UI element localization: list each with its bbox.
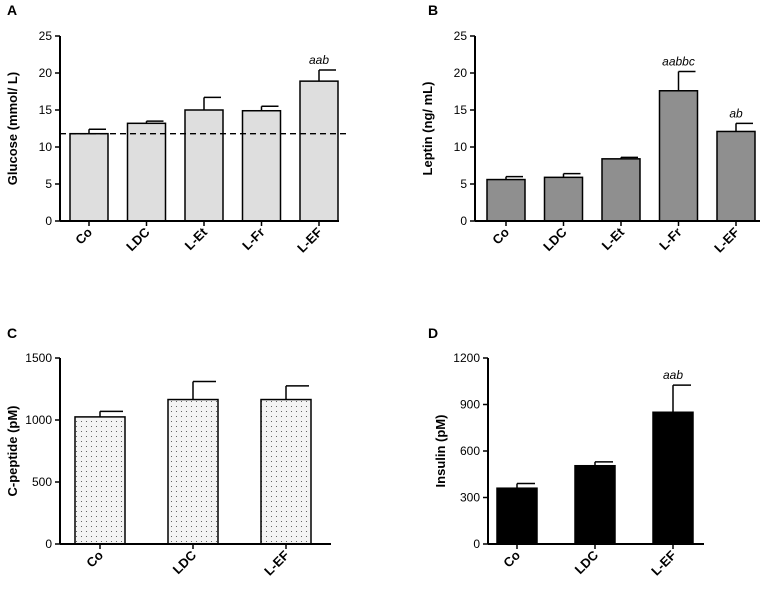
bar-l-ef <box>299 80 339 222</box>
panel-b: B Leptin (ng/ mL) Co LDC L-Et aabbc L-Fr ab L-EF… <box>420 2 760 256</box>
x-tick-label: Co <box>72 224 95 247</box>
x-tick-label: Co <box>500 547 523 570</box>
panel-label: C <box>7 325 17 341</box>
y-axis-label: Leptin (ng/ mL) <box>420 82 435 176</box>
y-tick-label: 15 <box>454 103 468 117</box>
y-tick-label: 300 <box>460 491 480 505</box>
y-tick-label: 1200 <box>453 351 480 365</box>
panel-label: A <box>7 2 17 18</box>
bar-ldc <box>543 176 584 222</box>
y-tick-label: 10 <box>454 140 468 154</box>
bar-l-et <box>184 109 224 222</box>
bar-ldc <box>574 464 616 545</box>
x-tick-label: L-EF <box>648 547 679 578</box>
y-axis-label: Insulin (pM) <box>433 415 448 488</box>
x-tick-label: LDC <box>572 547 602 577</box>
x-tick-label: L-Et <box>182 224 211 253</box>
panel-label: D <box>428 325 438 341</box>
x-tick-label: L-Fr <box>239 225 267 253</box>
y-tick-label: 900 <box>460 398 480 412</box>
bar-co <box>496 487 538 545</box>
y-axis-label: C-peptide (pM) <box>5 406 20 497</box>
y-tick-label: 5 <box>460 177 467 191</box>
x-tick-label: L-Et <box>599 224 628 253</box>
x-tick-label: Co <box>83 547 106 570</box>
y-tick-label: 1000 <box>25 413 52 427</box>
x-tick-label: LDC <box>170 547 200 577</box>
bar-co <box>486 178 526 222</box>
bar-co <box>69 132 109 222</box>
panel-a: A Glucose (mmol/ L) Co LDC L-Et L-Fr aab L-EF 0 5… <box>5 2 349 256</box>
y-tick-label: 600 <box>460 444 480 458</box>
x-tick-label: L-Fr <box>656 225 684 253</box>
panel-d: D Insulin (pM) Co LDC aab L-EF 0 300 600 900 1200 <box>428 325 704 579</box>
significance-annotation: aab <box>309 53 329 67</box>
y-tick-label: 20 <box>39 66 53 80</box>
y-tick-label: 5 <box>45 177 52 191</box>
y-tick-label: 20 <box>454 66 468 80</box>
x-tick-label: L-EF <box>294 224 325 255</box>
bar-l-fr <box>658 90 699 222</box>
bar-co <box>74 416 126 545</box>
bar-ldc <box>126 122 167 222</box>
y-tick-label: 0 <box>473 537 480 551</box>
x-tick-label: L-EF <box>261 547 292 578</box>
y-tick-label: 25 <box>39 29 53 43</box>
y-axis-label: Glucose (mmol/ L) <box>5 72 20 185</box>
x-tick-label: L-EF <box>711 224 742 255</box>
y-tick-label: 0 <box>45 214 52 228</box>
panel-c: C C-peptide (pM) Co LDC L-EF 0 500 1000 1500 <box>5 325 331 579</box>
bar-ldc <box>167 398 219 545</box>
y-tick-label: 0 <box>460 214 467 228</box>
y-tick-label: 0 <box>45 537 52 551</box>
significance-annotation: ab <box>729 106 743 120</box>
y-tick-label: 500 <box>32 475 52 489</box>
y-tick-label: 15 <box>39 103 53 117</box>
x-tick-label: Co <box>489 224 512 247</box>
bar-l-ef <box>716 130 756 222</box>
y-tick-label: 1500 <box>25 351 52 365</box>
bar-l-ef <box>260 398 312 545</box>
y-tick-label: 25 <box>454 29 468 43</box>
significance-annotation: aab <box>663 368 683 382</box>
bar-l-et <box>601 158 641 222</box>
significance-annotation: aabbc <box>662 55 695 69</box>
panel-label: B <box>428 2 438 18</box>
x-tick-label: LDC <box>540 224 570 254</box>
x-tick-label: LDC <box>123 224 153 254</box>
y-tick-label: 10 <box>39 140 53 154</box>
bar-l-fr <box>241 109 282 222</box>
bar-l-ef <box>652 411 694 545</box>
